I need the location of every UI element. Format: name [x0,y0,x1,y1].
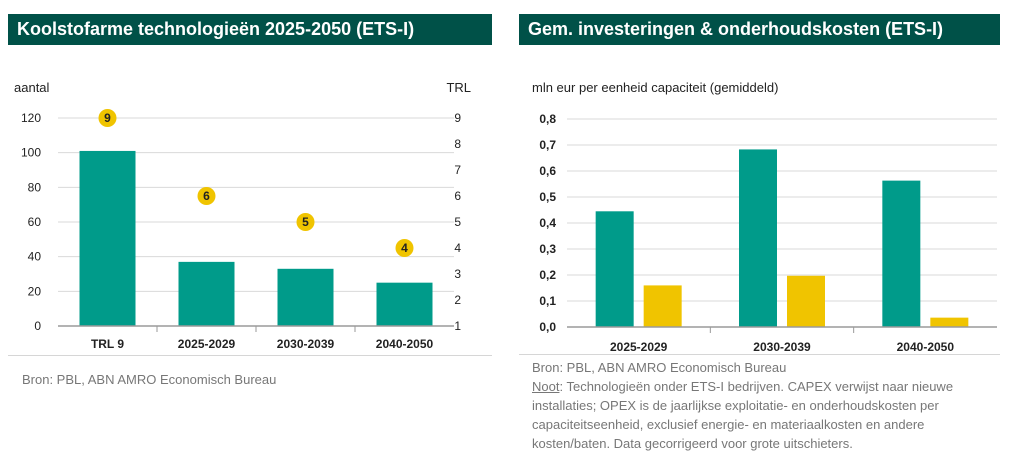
trl-data-label: 5 [302,215,309,229]
y-tick-label: 100 [21,146,41,160]
x-tick-label: 2030-2039 [277,337,335,351]
y-tick-label: 0,5 [539,190,556,204]
y-tick-label: 0,3 [539,242,556,256]
x-tick-label: 2025-2029 [178,337,236,351]
y-tick-label: 0,6 [539,164,556,178]
bar [79,150,136,326]
trl-marker [197,187,216,205]
trl-data-label: 6 [203,189,210,203]
opex-bar [643,285,682,327]
capex-bar [882,180,921,327]
y2-tick-label: 9 [454,111,461,125]
opex-bar [930,317,969,327]
x-tick-label: 2040-2050 [376,337,434,351]
y2-tick-label: 6 [454,189,461,203]
right-chart-panel: Gem. investeringen & onderhoudskosten (E… [519,14,1000,355]
y2-tick-label: 3 [454,267,461,281]
x-tick-label: 2040-2050 [897,340,955,354]
legend-label-dots: Gemiddelde TRL (r.as) [282,363,409,365]
bar [178,261,235,326]
right-y-axis-label: TRL [446,80,471,95]
y2-tick-label: 5 [454,215,461,229]
y2-tick-label: 1 [454,319,461,333]
trl-data-label: 9 [104,111,111,125]
y-tick-label: 0,7 [539,138,556,152]
left-divider [8,355,492,356]
right-chart-title: Gem. investeringen & onderhoudskosten (E… [519,14,1000,45]
note-text: : Technologieën onder ETS-I bedrijven. C… [532,379,954,451]
y-tick-label: 0,8 [539,112,556,126]
y-axis-label: mln eur per eenheid capaciteit (gemiddel… [532,80,778,95]
y-tick-label: 120 [21,111,41,125]
opex-bar [787,275,825,327]
trl-marker [395,239,414,257]
y2-tick-label: 8 [454,137,461,151]
y2-tick-label: 7 [454,163,461,177]
y-tick-label: 60 [28,215,42,229]
x-tick-label: 2030-2039 [753,340,811,354]
y-tick-label: 0,1 [539,294,556,308]
bar [277,268,334,326]
bar [376,282,433,326]
right-note: Noot: Technologieën onder ETS-I bedrijve… [532,377,1002,453]
y-tick-label: 0,0 [539,320,556,334]
y-tick-label: 0 [34,319,41,333]
y2-tick-label: 2 [454,293,461,307]
left-source: Bron: PBL, ABN AMRO Economisch Bureau [22,372,277,387]
right-source-block: Bron: PBL, ABN AMRO Economisch Bureau No… [532,358,1002,453]
trl-marker [98,109,117,127]
left-chart-panel: Koolstofarme technologieën 2025-2050 (ET… [8,14,492,365]
y-tick-label: 0,2 [539,268,556,282]
left-y-axis-label: aantal [14,80,50,95]
y2-tick-label: 4 [454,241,461,255]
capex-bar [739,149,777,327]
y-tick-label: 80 [28,180,42,194]
left-chart: aantal TRL 0 20 40 60 80 100 120 1 2 3 4 5 6 7 8 9 TRL 9 20… [14,80,471,365]
capex-bar [595,211,634,327]
right-chart: mln eur per eenheid capaciteit (gemiddel… [532,80,997,354]
y-tick-label: 0,4 [539,216,556,230]
right-divider [519,354,1000,355]
right-source: Bron: PBL, ABN AMRO Economisch Bureau [532,360,787,375]
note-label: Noot [532,379,560,394]
legend-label-bars: Aantal technologieen (l.as) [100,363,253,365]
left-chart-title: Koolstofarme technologieën 2025-2050 (ET… [8,14,492,45]
trl-data-label: 4 [401,241,408,255]
y-tick-label: 40 [28,250,42,264]
x-tick-label: TRL 9 [91,337,124,351]
trl-marker [296,213,315,231]
y-tick-label: 20 [28,284,42,298]
x-tick-label: 2025-2029 [610,340,668,354]
